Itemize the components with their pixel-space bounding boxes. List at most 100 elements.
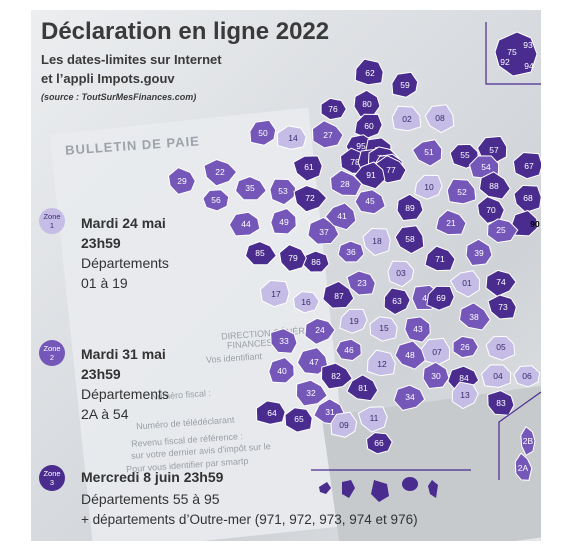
department-06-label: 06 bbox=[522, 371, 532, 381]
department-56: 56 bbox=[202, 189, 230, 212]
department-23-shape bbox=[346, 270, 376, 296]
zone-1-badge-word: Zone bbox=[43, 212, 61, 221]
department-04-label: 04 bbox=[493, 371, 503, 381]
department-51-shape bbox=[411, 139, 443, 167]
department-24: 24 bbox=[304, 317, 336, 345]
department-79-label: 79 bbox=[288, 253, 298, 263]
department-27: 27 bbox=[311, 120, 344, 149]
department-2B: 2B bbox=[520, 425, 536, 457]
department-17: 17 bbox=[259, 279, 290, 308]
department-25-shape bbox=[486, 218, 519, 244]
department-2A-shape bbox=[514, 452, 533, 481]
zone-1-departments-label: Départements bbox=[81, 255, 169, 271]
paris-inset-frame bbox=[485, 22, 541, 85]
department-81-label: 81 bbox=[358, 383, 368, 393]
department-41-label: 41 bbox=[337, 211, 347, 221]
department-06: 06 bbox=[513, 365, 541, 388]
department-21: 21 bbox=[435, 209, 467, 236]
department-89-label: 89 bbox=[405, 203, 415, 213]
subtitle-line-2: et l’appli Impots.gouv bbox=[41, 71, 175, 86]
department-45-label: 45 bbox=[365, 196, 375, 206]
department-82-label: 82 bbox=[331, 371, 341, 381]
department-31-label: 31 bbox=[325, 407, 335, 417]
zone-1-badge-number: 1 bbox=[49, 221, 55, 230]
department-11: 11 bbox=[357, 406, 388, 433]
department-56-shape bbox=[202, 189, 230, 212]
department-16-label: 16 bbox=[301, 297, 311, 307]
department-66-shape bbox=[365, 432, 393, 455]
department-37-label: 37 bbox=[319, 227, 329, 237]
department-16: 16 bbox=[292, 291, 320, 314]
department-23: 23 bbox=[346, 270, 376, 296]
department-21-label: 21 bbox=[446, 218, 456, 228]
department-14: 14 bbox=[276, 125, 307, 150]
department-12-shape bbox=[366, 349, 396, 377]
zone-1-time: 23h59 bbox=[81, 235, 121, 251]
department-51: 51 bbox=[411, 139, 443, 167]
department-59-label: 59 bbox=[400, 80, 410, 90]
department-41: 41 bbox=[324, 202, 357, 231]
zone-2-badge-number: 2 bbox=[49, 353, 55, 362]
department-26-label: 26 bbox=[460, 342, 470, 352]
department-71: 71 bbox=[424, 245, 456, 272]
department-64: 64 bbox=[255, 400, 286, 425]
department-12-label: 12 bbox=[377, 359, 387, 369]
department-33: 33 bbox=[270, 328, 298, 354]
department-91-shape bbox=[353, 161, 386, 190]
paris-inset-label-92: 92 bbox=[500, 57, 510, 67]
department-26-shape bbox=[452, 335, 479, 359]
department-18: 18 bbox=[362, 227, 391, 257]
department-47-label: 47 bbox=[309, 357, 319, 367]
department-81: 81 bbox=[346, 374, 379, 402]
department-24-shape bbox=[304, 317, 336, 345]
department-41-shape bbox=[324, 202, 357, 231]
department-86: 86 bbox=[302, 250, 330, 273]
department-63: 63 bbox=[383, 287, 411, 316]
department-01-shape bbox=[449, 270, 481, 298]
department-50-label: 50 bbox=[258, 128, 268, 138]
department-22-label: 22 bbox=[215, 167, 225, 177]
department-21-shape bbox=[435, 209, 467, 236]
department-11-label: 11 bbox=[370, 413, 379, 423]
department-95-label: 95 bbox=[356, 141, 366, 151]
department-87-label: 87 bbox=[334, 291, 344, 301]
department-69: 69 bbox=[426, 285, 455, 311]
department-88: 88 bbox=[478, 171, 511, 200]
department-32-label: 32 bbox=[306, 388, 316, 398]
department-76-label: 76 bbox=[328, 104, 338, 114]
department-52-shape bbox=[446, 178, 477, 205]
department-71-shape bbox=[424, 245, 456, 272]
department-22: 22 bbox=[203, 158, 238, 187]
overseas-guyane bbox=[371, 480, 389, 502]
department-17-shape bbox=[259, 279, 290, 308]
department-06-shape bbox=[513, 365, 541, 388]
department-35: 35 bbox=[234, 176, 267, 201]
department-67-shape bbox=[512, 151, 541, 180]
france-map: 62 59 80 76 60 02 08 50 14 27 95 78 93 9275 94 77 91 51 55… bbox=[167, 22, 541, 502]
department-79: 79 bbox=[278, 244, 307, 272]
department-67-label: 67 bbox=[524, 161, 534, 171]
department-71-label: 71 bbox=[435, 254, 445, 264]
zone-3-overseas-departments: + départements d’Outre-mer (971, 972, 97… bbox=[81, 512, 418, 527]
department-47-shape bbox=[296, 347, 329, 375]
department-26: 26 bbox=[452, 335, 479, 359]
department-03: 03 bbox=[387, 260, 415, 288]
department-62-shape bbox=[354, 58, 384, 86]
department-18-shape bbox=[362, 227, 391, 257]
department-54-label: 54 bbox=[481, 162, 491, 172]
department-85-shape bbox=[244, 241, 277, 266]
department-36: 36 bbox=[337, 240, 365, 263]
department-59: 59 bbox=[391, 71, 419, 98]
zone-2-departments-range: 2A à 54 bbox=[81, 406, 129, 422]
department-16-shape bbox=[292, 291, 320, 314]
department-50-shape bbox=[249, 119, 277, 146]
paris-inset-label-93: 93 bbox=[523, 40, 533, 50]
zone-3-departments-range: Départements 55 à 95 bbox=[81, 491, 220, 507]
department-61-shape bbox=[292, 155, 323, 182]
department-48-shape bbox=[394, 340, 426, 370]
department-30-label: 30 bbox=[431, 371, 441, 381]
department-2A-label: 2A bbox=[518, 463, 529, 473]
department-58-label: 58 bbox=[405, 234, 415, 244]
department-27-shape bbox=[311, 120, 344, 149]
department-62-label: 62 bbox=[365, 68, 375, 78]
